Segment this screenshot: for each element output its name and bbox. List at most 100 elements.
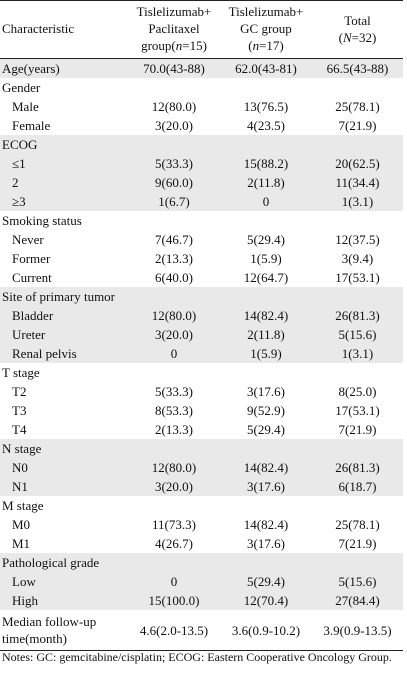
row-label: Never bbox=[12, 232, 44, 247]
row-label: T3 bbox=[12, 403, 27, 418]
cell-total: 5(15.6) bbox=[312, 572, 403, 591]
header-text: Total bbox=[344, 12, 371, 28]
cell-total: 1(3.1) bbox=[312, 344, 403, 363]
cell-gc: 13(76.5) bbox=[243, 99, 289, 114]
cell-tp: 2(13.3) bbox=[155, 251, 193, 266]
header-row: Characteristic Tislelizumab+ Paclitaxel … bbox=[0, 0, 403, 59]
cell-total: 26(81.3) bbox=[312, 458, 403, 477]
cell-total: 8(25.0) bbox=[338, 384, 377, 399]
table-notes: Notes: GC: gemcitabine/cisplatin; ECOG: … bbox=[2, 650, 392, 664]
cell-tp: 5(33.3) bbox=[128, 154, 220, 173]
row-n-stage-heading: N stage bbox=[0, 439, 403, 458]
cell-tp: 5(33.3) bbox=[155, 384, 193, 399]
cell-gc: 5(29.4) bbox=[247, 422, 285, 437]
row-label: M1 bbox=[12, 536, 31, 551]
header-text: =17) bbox=[259, 38, 284, 53]
row-label: Bladder bbox=[0, 306, 128, 325]
cell-gc bbox=[220, 287, 312, 306]
cell-total bbox=[312, 135, 403, 154]
row-current: Current 6(40.0) 12(64.7) 17(53.1) bbox=[0, 268, 403, 287]
row-label: ECOG bbox=[0, 135, 128, 154]
cell-total: 3.9(0.9-13.5) bbox=[312, 610, 403, 651]
cell-total: 3(9.4) bbox=[341, 251, 374, 266]
cell-tp: 2(13.3) bbox=[155, 422, 193, 437]
cell-gc: 3.6(0.9-10.2) bbox=[220, 610, 312, 651]
cell-total bbox=[312, 363, 403, 382]
row-label: ≥3 bbox=[0, 192, 128, 211]
cell-gc bbox=[220, 363, 312, 382]
header-tislelizumab-gc: Tislelizumab+ GC group (n=17) bbox=[220, 0, 312, 59]
cell-total: 7(21.9) bbox=[338, 536, 377, 551]
cell-gc: 1(5.9) bbox=[220, 344, 312, 363]
cell-total: 20(62.5) bbox=[312, 154, 403, 173]
header-characteristic: Characteristic bbox=[0, 0, 128, 59]
cell-gc bbox=[220, 496, 312, 515]
row-m-stage-heading: M stage bbox=[0, 496, 403, 515]
row-label: Ureter bbox=[0, 325, 128, 344]
row-t4: T4 2(13.3) 5(29.4) 7(21.9) bbox=[0, 420, 403, 439]
cell-tp: 12(80.0) bbox=[128, 458, 220, 477]
row-n1: N1 3(20.0) 3(17.6) 6(18.7) bbox=[0, 477, 403, 496]
row-label: Male bbox=[12, 99, 39, 114]
row-label: N1 bbox=[0, 477, 128, 496]
row-label: T stage bbox=[2, 365, 40, 380]
cell-gc: 0 bbox=[220, 192, 312, 211]
cell-gc: 14(82.4) bbox=[243, 517, 289, 532]
cell-total: 1(3.1) bbox=[312, 192, 403, 211]
cell-gc: 3(17.6) bbox=[220, 477, 312, 496]
row-high: High 15(100.0) 12(70.4) 27(84.4) bbox=[0, 591, 403, 610]
cell-tp: 3(20.0) bbox=[155, 118, 193, 133]
row-label: T2 bbox=[12, 384, 27, 399]
cell-tp bbox=[128, 211, 220, 230]
cell-tp bbox=[128, 553, 220, 572]
cell-tp: 11(73.3) bbox=[152, 517, 196, 532]
row-site-heading: Site of primary tumor bbox=[0, 287, 403, 306]
cell-tp: 9(60.0) bbox=[128, 173, 220, 192]
cell-tp: 1(6.7) bbox=[128, 192, 220, 211]
row-ecog-le1: ≤1 5(33.3) 15(88.2) 20(62.5) bbox=[0, 154, 403, 173]
row-label: Pathological grade bbox=[0, 553, 128, 572]
cell-total bbox=[312, 211, 403, 230]
cell-gc: 3(17.6) bbox=[247, 536, 285, 551]
row-label: ≤1 bbox=[0, 154, 128, 173]
header-text: Paclitaxel bbox=[148, 21, 200, 36]
row-male: Male 12(80.0) 13(76.5) 25(78.1) bbox=[0, 97, 403, 116]
header-text: Tislelizumab+ bbox=[228, 4, 304, 19]
row-label: Median follow-up time(month) bbox=[0, 610, 128, 651]
cell-tp: 8(53.3) bbox=[155, 403, 193, 418]
header-n: n bbox=[175, 38, 183, 53]
row-label: M0 bbox=[12, 517, 31, 532]
header-text: ( bbox=[248, 38, 253, 53]
row-label: Low bbox=[0, 572, 128, 591]
header-text: =32) bbox=[351, 29, 377, 45]
cell-gc: 2(11.8) bbox=[220, 173, 312, 192]
cell-total: 26(81.3) bbox=[312, 306, 403, 325]
row-label-line: time(month) bbox=[2, 631, 67, 646]
cell-tp: 0 bbox=[128, 344, 220, 363]
cell-total: 66.5(43-88) bbox=[312, 58, 403, 78]
header-text: Tislelizumab+ bbox=[136, 4, 212, 19]
row-label: Current bbox=[12, 270, 52, 285]
header-text: GC group bbox=[240, 21, 292, 36]
cell-gc: 1(5.9) bbox=[250, 251, 282, 266]
row-label: Former bbox=[12, 251, 51, 266]
row-label-line: Median follow-up bbox=[2, 614, 97, 629]
cell-tp bbox=[128, 496, 220, 515]
cell-tp bbox=[128, 363, 220, 382]
header-n: n bbox=[252, 38, 260, 53]
cell-total: 25(78.1) bbox=[335, 517, 380, 532]
cell-gc: 12(70.4) bbox=[220, 591, 312, 610]
row-median-follow-up: Median follow-up time(month) 4.6(2.0-13.… bbox=[0, 610, 403, 651]
header-text: =15) bbox=[182, 38, 207, 53]
cell-gc: 4(23.5) bbox=[247, 118, 285, 133]
cell-gc: 5(29.4) bbox=[247, 232, 285, 247]
cell-tp: 12(80.0) bbox=[128, 306, 220, 325]
cell-total: 17(53.1) bbox=[335, 270, 380, 285]
cell-tp bbox=[128, 439, 220, 458]
row-low: Low 0 5(29.4) 5(15.6) bbox=[0, 572, 403, 591]
cell-total: 12(37.5) bbox=[335, 232, 380, 247]
cell-tp: 6(40.0) bbox=[155, 270, 193, 285]
cell-gc: 5(29.4) bbox=[220, 572, 312, 591]
cell-gc bbox=[220, 439, 312, 458]
